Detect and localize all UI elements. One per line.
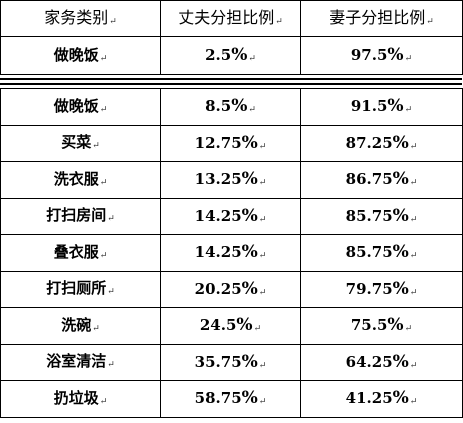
- table-row: 浴室清洁↵ 35.75%↵ 64.25%↵: [0, 343, 463, 381]
- task-cell: 浴室清洁↵: [0, 343, 161, 381]
- husband-share-cell: 20.25%↵: [160, 270, 301, 308]
- husband-share-cell: 58.75%↵: [160, 380, 301, 418]
- husband-share-cell: 13.25%↵: [160, 161, 301, 199]
- table-row: 扔垃圾↵ 58.75%↵ 41.25%↵: [0, 380, 463, 418]
- divider-line: [0, 83, 462, 85]
- wife-share-cell: 41.25%↵: [300, 380, 463, 418]
- husband-share-cell: 35.75%↵: [160, 343, 301, 381]
- task-cell: 叠衣服↵: [0, 234, 161, 272]
- table-row: 做晚饭↵ 8.5%↵ 91.5%↵: [0, 88, 463, 126]
- table-row: 叠衣服↵ 14.25%↵ 85.75%↵: [0, 234, 463, 272]
- husband-share-cell: 14.25%↵: [160, 197, 301, 235]
- header-row: 家务类别↵ 丈夫分担比例↵ 妻子分担比例↵: [0, 0, 463, 37]
- wife-share-cell: 79.75%↵: [300, 270, 463, 308]
- header-wife: 妻子分担比例↵: [300, 0, 463, 37]
- table-row: 洗碗↵ 24.5%↵ 75.5%↵: [0, 307, 463, 345]
- wife-share-cell: 75.5%↵: [300, 307, 463, 345]
- task-cell: 买菜↵: [0, 124, 161, 162]
- top-table: 家务类别↵ 丈夫分担比例↵ 妻子分担比例↵ 做晚饭↵ 2.5%↵ 97.5%↵: [0, 0, 463, 75]
- task-cell: 做晚饭↵: [0, 88, 161, 126]
- wife-share-cell: 86.75%↵: [300, 161, 463, 199]
- wife-share-cell: 97.5%↵: [300, 36, 463, 75]
- wife-share-cell: 64.25%↵: [300, 343, 463, 381]
- task-cell: 扔垃圾↵: [0, 380, 161, 418]
- header-husband: 丈夫分担比例↵: [160, 0, 301, 37]
- bottom-table: 做晚饭↵ 8.5%↵ 91.5%↵ 买菜↵ 12.75%↵ 87.25%↵ 洗衣服↵ 13.2…: [0, 88, 463, 418]
- table-row: 买菜↵ 12.75%↵ 87.25%↵: [0, 124, 463, 162]
- wife-share-cell: 91.5%↵: [300, 88, 463, 126]
- husband-share-cell: 2.5%↵: [160, 36, 301, 75]
- table-row: 打扫厕所↵ 20.25%↵ 79.75%↵: [0, 270, 463, 308]
- table-row: 打扫房间↵ 14.25%↵ 85.75%↵: [0, 197, 463, 235]
- wife-share-cell: 87.25%↵: [300, 124, 463, 162]
- husband-share-cell: 24.5%↵: [160, 307, 301, 345]
- task-cell: 打扫房间↵: [0, 197, 161, 235]
- header-category: 家务类别↵: [0, 0, 161, 37]
- task-cell: 打扫厕所↵: [0, 270, 161, 308]
- table-row: 做晚饭↵ 2.5%↵ 97.5%↵: [0, 36, 463, 75]
- wife-share-cell: 85.75%↵: [300, 197, 463, 235]
- divider-line: [0, 78, 462, 80]
- task-cell: 洗衣服↵: [0, 161, 161, 199]
- husband-share-cell: 8.5%↵: [160, 88, 301, 126]
- task-cell: 做晚饭↵: [0, 36, 161, 75]
- table-row: 洗衣服↵ 13.25%↵ 86.75%↵: [0, 161, 463, 199]
- husband-share-cell: 12.75%↵: [160, 124, 301, 162]
- wife-share-cell: 85.75%↵: [300, 234, 463, 272]
- task-cell: 洗碗↵: [0, 307, 161, 345]
- husband-share-cell: 14.25%↵: [160, 234, 301, 272]
